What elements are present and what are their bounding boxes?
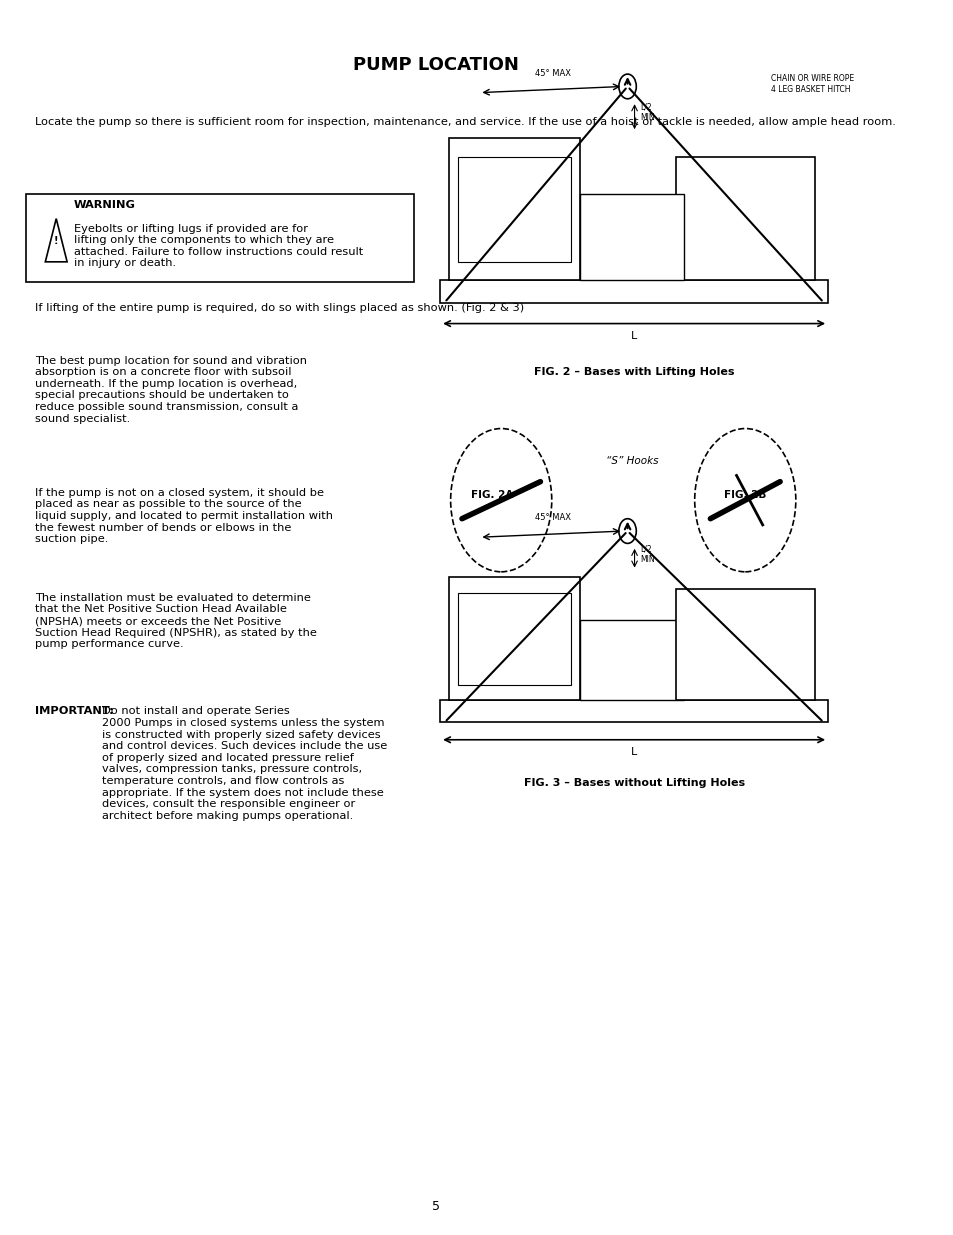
Polygon shape [46, 219, 67, 262]
FancyBboxPatch shape [26, 194, 414, 282]
Bar [675, 157, 814, 280]
Bar [439, 280, 827, 303]
Text: 45° MAX: 45° MAX [535, 514, 571, 522]
Text: Do not install and operate Series
2000 Pumps in closed systems unless the system: Do not install and operate Series 2000 P… [102, 706, 387, 821]
Text: FIG. 2A: FIG. 2A [471, 490, 513, 500]
Text: WARNING: WARNING [74, 200, 136, 210]
Circle shape [618, 74, 636, 99]
Text: L/2
MIN: L/2 MIN [640, 103, 655, 122]
Text: If the pump is not on a closed system, it should be
placed as near as possible t: If the pump is not on a closed system, i… [35, 488, 333, 545]
Bar [675, 589, 814, 700]
Text: The installation must be evaluated to determine
that the Net Positive Suction He: The installation must be evaluated to de… [35, 593, 316, 650]
Bar [449, 577, 579, 700]
Text: IMPORTANT:: IMPORTANT: [35, 706, 113, 716]
Text: L: L [630, 747, 637, 757]
Bar [579, 194, 683, 280]
Text: FIG. 2B: FIG. 2B [723, 490, 765, 500]
Text: L: L [630, 331, 637, 341]
Bar [439, 700, 827, 722]
Circle shape [450, 429, 551, 572]
Bar [579, 620, 683, 700]
Bar [449, 138, 579, 280]
Text: L/2
MIN: L/2 MIN [640, 545, 655, 563]
Circle shape [618, 519, 636, 543]
Text: The best pump location for sound and vibration
absorption is on a concrete floor: The best pump location for sound and vib… [35, 356, 307, 424]
Text: FIG. 2 – Bases with Lifting Holes: FIG. 2 – Bases with Lifting Holes [534, 367, 734, 377]
Text: !: ! [54, 236, 58, 246]
Text: CHAIN OR WIRE ROPE
4 LEG BASKET HITCH: CHAIN OR WIRE ROPE 4 LEG BASKET HITCH [771, 74, 854, 94]
Bar [457, 593, 570, 685]
Text: Locate the pump so there is sufficient room for inspection, maintenance, and ser: Locate the pump so there is sufficient r… [35, 117, 895, 127]
Text: “S” Hooks: “S” Hooks [605, 456, 658, 466]
Text: FIG. 3 – Bases without Lifting Holes: FIG. 3 – Bases without Lifting Holes [523, 778, 744, 788]
Circle shape [694, 429, 795, 572]
Text: 45° MAX: 45° MAX [535, 69, 571, 78]
Text: If lifting of the entire pump is required, do so with slings placed as shown. (F: If lifting of the entire pump is require… [35, 303, 523, 312]
Text: PUMP LOCATION: PUMP LOCATION [353, 56, 518, 74]
Bar [457, 157, 570, 262]
Text: 5: 5 [432, 1199, 439, 1213]
Text: Eyebolts or lifting lugs if provided are for
lifting only the components to whic: Eyebolts or lifting lugs if provided are… [74, 224, 363, 268]
